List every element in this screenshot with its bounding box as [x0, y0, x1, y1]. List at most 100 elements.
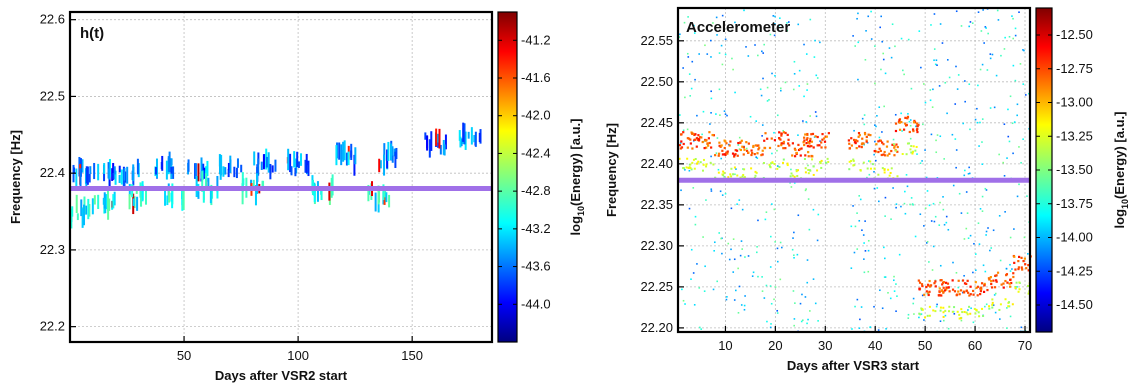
right-data-mark — [886, 140, 889, 143]
right-data-mark — [816, 239, 819, 242]
right-data-mark — [943, 223, 946, 226]
right-data-mark — [700, 328, 703, 330]
right-data-mark — [812, 165, 815, 168]
right-data-mark — [777, 144, 780, 148]
right-data-mark — [861, 117, 864, 120]
right-data-mark — [790, 172, 793, 175]
right-data-mark — [993, 294, 996, 296]
right-data-mark — [776, 165, 779, 167]
right-data-mark — [782, 161, 785, 164]
right-data-mark — [1012, 17, 1014, 20]
right-data-mark — [1017, 266, 1021, 269]
right-data-mark — [911, 152, 914, 155]
right-data-mark — [759, 88, 762, 91]
right-data-mark — [699, 161, 702, 164]
right-data-mark — [678, 144, 682, 147]
right-data-mark — [870, 38, 873, 40]
right-data-mark — [703, 146, 706, 150]
right-data-mark — [938, 287, 941, 290]
right-data-mark — [992, 279, 995, 282]
right-data-mark — [863, 114, 866, 116]
right-data-mark — [694, 223, 697, 226]
right-data-mark — [1014, 287, 1017, 290]
right-data-mark — [797, 143, 800, 147]
right-data-mark — [892, 187, 894, 189]
right-data-mark — [757, 144, 760, 147]
right-data-mark — [856, 212, 858, 214]
right-data-mark — [778, 136, 781, 140]
right-data-mark — [816, 135, 819, 139]
left-data-mark — [103, 163, 106, 174]
right-data-mark — [1026, 195, 1028, 197]
right-data-mark — [853, 138, 856, 142]
right-data-mark — [791, 154, 794, 157]
left-y-tick-label: 22.4 — [40, 165, 65, 180]
right-data-mark — [786, 133, 789, 137]
right-data-mark — [969, 312, 972, 315]
right-data-mark — [850, 225, 853, 228]
left-data-mark — [313, 185, 316, 203]
right-data-mark — [864, 133, 867, 136]
right-data-mark — [738, 148, 741, 150]
right-data-mark — [904, 124, 908, 127]
right-data-mark — [883, 171, 886, 174]
right-data-mark — [769, 326, 772, 329]
left-data-mark — [274, 159, 277, 172]
left-data-mark — [203, 167, 206, 179]
right-data-mark — [867, 239, 870, 242]
right-data-mark — [928, 285, 932, 288]
right-data-mark — [957, 286, 960, 289]
right-data-mark — [779, 87, 782, 90]
right-data-mark — [898, 121, 901, 124]
right-data-mark — [780, 142, 783, 145]
right-data-mark — [793, 73, 796, 75]
right-data-mark — [770, 302, 773, 305]
right-data-mark — [1012, 275, 1015, 279]
left-data-mark — [235, 167, 238, 179]
right-data-mark — [766, 137, 769, 140]
right-data-mark — [1028, 92, 1030, 95]
right-data-mark — [793, 256, 795, 259]
right-data-mark — [712, 22, 714, 24]
left-data-mark — [240, 164, 243, 173]
right-data-mark — [990, 282, 993, 286]
right-data-mark — [940, 294, 943, 297]
right-data-mark — [1024, 94, 1027, 96]
right-data-mark — [1007, 135, 1010, 138]
right-data-mark — [691, 132, 694, 135]
right-data-mark — [876, 115, 878, 117]
right-data-mark — [892, 143, 895, 146]
right-data-mark — [868, 173, 871, 176]
right-data-mark — [786, 29, 789, 32]
right-data-mark — [694, 133, 697, 136]
right-data-mark — [930, 220, 933, 222]
right-data-mark — [729, 140, 732, 143]
right-data-mark — [688, 166, 691, 169]
right-data-mark — [984, 270, 987, 273]
right-data-mark — [983, 284, 986, 287]
right-data-mark — [882, 52, 885, 55]
right-data-mark — [979, 68, 982, 71]
right-data-mark — [922, 123, 924, 126]
right-data-mark — [739, 148, 742, 152]
right-data-mark — [725, 298, 728, 301]
right-data-mark — [679, 147, 682, 150]
right-data-mark — [764, 218, 767, 221]
right-data-mark — [720, 237, 722, 240]
left-data-mark — [108, 168, 111, 180]
right-data-mark — [729, 173, 732, 176]
left-data-mark — [132, 164, 135, 182]
right-data-mark — [894, 129, 898, 133]
right-data-mark — [916, 130, 919, 134]
right-data-mark — [947, 286, 950, 289]
right-y-tick-label: 22.45 — [640, 115, 673, 130]
right-data-mark — [906, 142, 909, 145]
right-data-mark — [942, 315, 945, 318]
right-data-mark — [857, 135, 860, 138]
right-data-mark — [771, 161, 774, 164]
right-data-mark — [995, 74, 998, 77]
left-data-mark — [168, 190, 171, 203]
right-data-mark — [991, 298, 994, 301]
right-data-mark — [890, 56, 893, 59]
